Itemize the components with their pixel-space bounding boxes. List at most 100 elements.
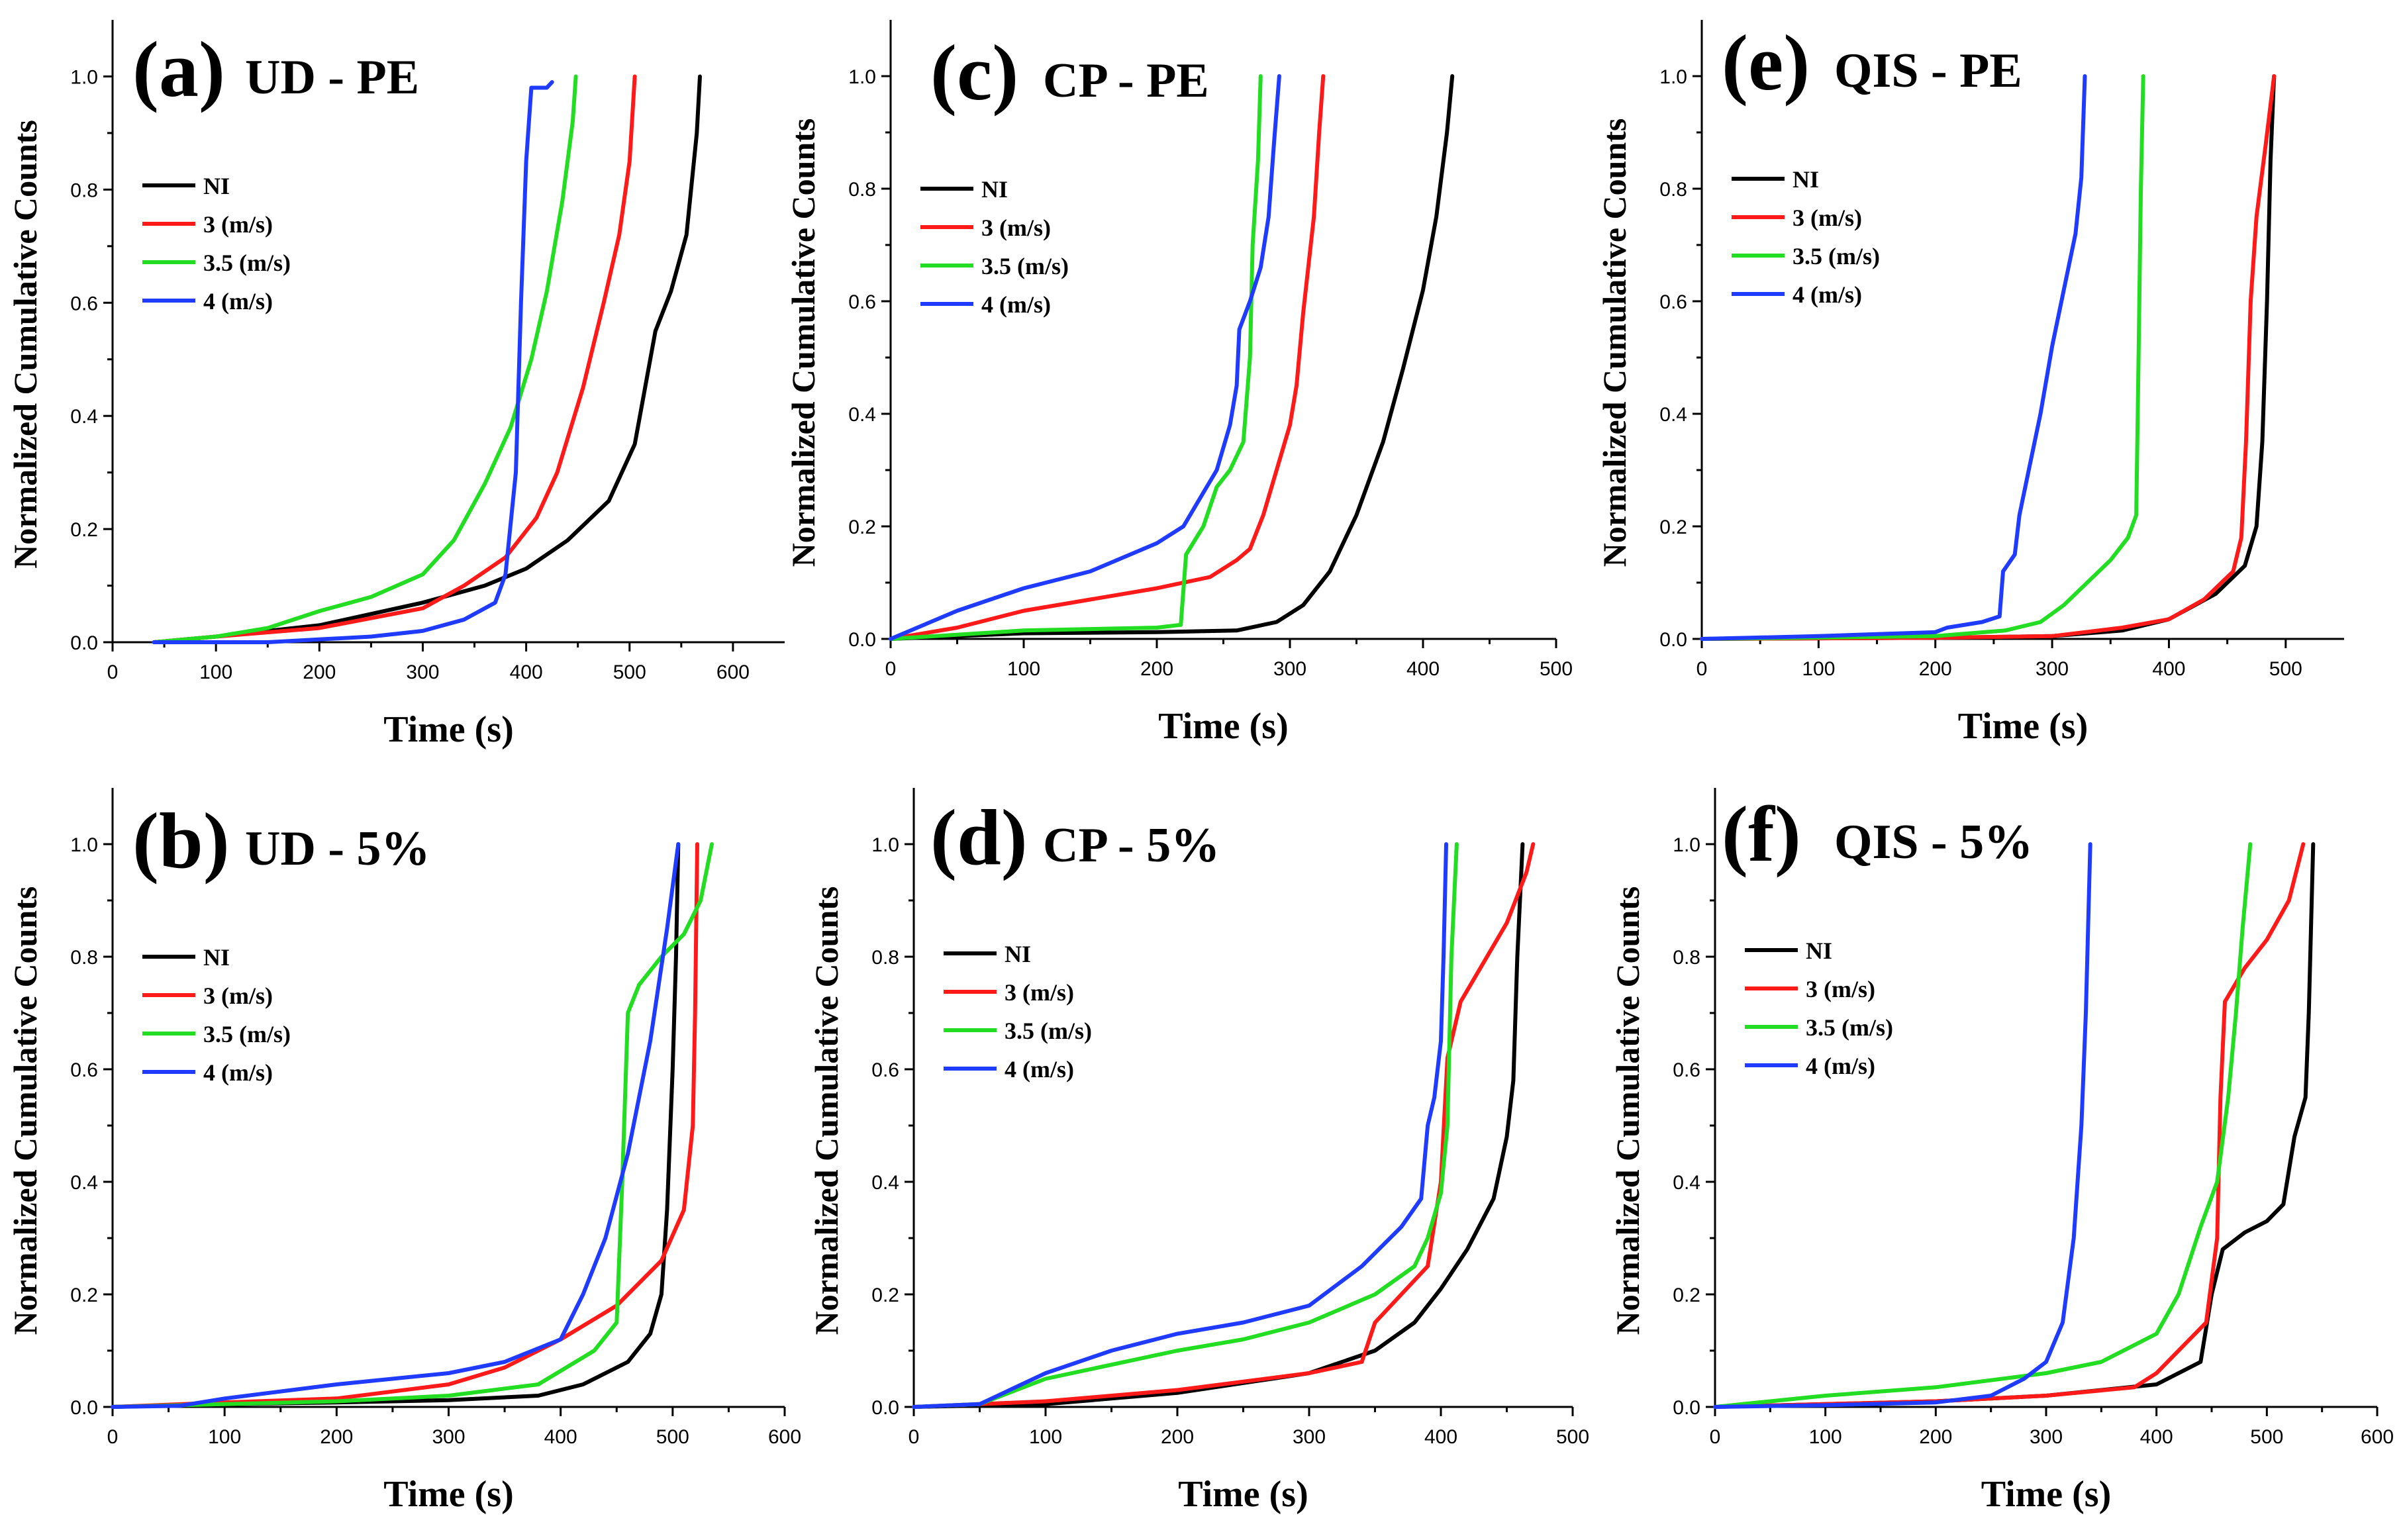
y-tick-label: 0.2 (871, 1284, 899, 1306)
y-tick-label: 0.0 (70, 632, 98, 654)
x-tick-label: 300 (1273, 658, 1306, 680)
y-tick-label: 0.2 (70, 1284, 98, 1306)
series-line-1 (152, 74, 637, 644)
y-tick-label: 0.6 (871, 1059, 899, 1081)
x-tick-label: 0 (885, 658, 897, 680)
series-line-2 (1713, 842, 2253, 1409)
series-line-1 (1700, 74, 2277, 641)
series-line-2 (1700, 74, 2145, 641)
x-tick-label: 400 (1424, 1426, 1457, 1448)
x-tick-label: 300 (432, 1426, 465, 1448)
chart-panel-0: 0 100 200 300 400 500 600 0.0 0.2 0.4 0.6 0.8 1.0 Tim… (7, 20, 785, 750)
y-tick-label: 0.0 (1659, 629, 1687, 651)
x-tick-label: 200 (1140, 658, 1173, 680)
legend-label-0: NI (203, 173, 230, 199)
y-tick-label: 0.2 (1659, 516, 1687, 538)
chart-panel-5: 0 100 200 300 400 500 600 0.0 0.2 0.4 0.6 0.8 1.0 Tim… (1609, 788, 2394, 1515)
x-tick-label: 500 (2269, 658, 2302, 680)
legend-label-1: 3 (m/s) (1793, 205, 1862, 231)
x-tick-label: 0 (107, 661, 119, 683)
y-tick-label: 0.0 (1673, 1397, 1700, 1419)
legend-label-0: NI (1793, 166, 1819, 193)
x-tick-label: 0 (1710, 1426, 1721, 1448)
chart-panel-3: 0 100 200 300 400 500 0.0 0.2 0.4 0.6 0.8 1.0 Time (… (808, 788, 1589, 1515)
x-tick-label: 100 (199, 661, 232, 683)
x-axis-title: Time (s) (383, 1474, 514, 1515)
x-tick-label: 500 (1556, 1426, 1589, 1448)
series-line-0 (111, 842, 681, 1409)
y-tick-label: 0.4 (848, 404, 876, 426)
legend-label-0: NI (981, 176, 1008, 203)
x-tick-label: 400 (1406, 658, 1440, 680)
legend-label-2: 3.5 (m/s) (1793, 243, 1880, 269)
y-tick-label: 0.4 (70, 1172, 98, 1194)
legend-label-0: NI (1005, 941, 1031, 967)
x-tick-label: 600 (716, 661, 750, 683)
series-line-0 (912, 842, 1525, 1409)
legend-label-3: 4 (m/s) (1005, 1056, 1074, 1083)
x-tick-label: 400 (2152, 658, 2185, 680)
y-tick-label: 1.0 (1673, 834, 1700, 856)
legend-label-3: 4 (m/s) (203, 1059, 273, 1086)
y-tick-label: 0.4 (1673, 1172, 1700, 1194)
y-tick-label: 0.8 (1659, 179, 1687, 201)
y-tick-label: 0.4 (1659, 404, 1687, 426)
y-tick-label: 1.0 (871, 834, 899, 856)
x-tick-label: 300 (2030, 1426, 2063, 1448)
legend-label-3: 4 (m/s) (981, 291, 1051, 318)
legend-label-2: 3.5 (m/s) (203, 250, 291, 276)
legend-label-1: 3 (m/s) (203, 211, 273, 238)
y-tick-label: 0.8 (70, 179, 98, 201)
x-tick-label: 100 (208, 1426, 241, 1448)
legend-label-1: 3 (m/s) (1005, 979, 1074, 1006)
x-tick-label: 200 (1919, 1426, 1952, 1448)
legend-label-3: 4 (m/s) (1793, 281, 1862, 308)
x-tick-label: 200 (320, 1426, 353, 1448)
series-line-2 (912, 842, 1459, 1409)
x-axis-title: Time (s) (1178, 1474, 1308, 1515)
legend-label-2: 3.5 (m/s) (981, 253, 1069, 279)
series-line-1 (889, 74, 1326, 641)
legend-label-2: 3.5 (m/s) (203, 1021, 291, 1047)
series-line-2 (111, 842, 714, 1409)
x-axis-title: Time (s) (1158, 706, 1289, 747)
x-axis-title: Time (s) (1958, 706, 2088, 747)
panel-title: QIS - 5% (1834, 815, 2033, 869)
x-tick-label: 100 (1007, 658, 1040, 680)
series-line-1 (912, 842, 1536, 1409)
series-line-3 (889, 74, 1281, 641)
x-tick-label: 200 (303, 661, 336, 683)
series-line-3 (111, 842, 681, 1409)
y-axis-title: Normalized Cumulative Counts (7, 887, 44, 1335)
y-tick-label: 0.6 (1673, 1059, 1700, 1081)
x-tick-label: 500 (1540, 658, 1573, 680)
panel-letter: (c) (930, 28, 1018, 117)
legend-label-1: 3 (m/s) (981, 215, 1051, 241)
y-tick-label: 0.6 (70, 293, 98, 314)
series-line-1 (1713, 842, 2306, 1409)
y-tick-label: 0.0 (848, 629, 876, 651)
panel-title: CP - 5% (1043, 818, 1220, 873)
panel-title: UD - PE (245, 50, 419, 105)
y-tick-label: 1.0 (70, 66, 98, 88)
x-tick-label: 200 (1161, 1426, 1194, 1448)
y-tick-label: 0.2 (1673, 1284, 1700, 1306)
x-tick-label: 500 (2250, 1426, 2283, 1448)
y-axis-title: Normalized Cumulative Counts (1609, 887, 1646, 1335)
y-tick-label: 0.8 (70, 947, 98, 969)
series-line-2 (889, 74, 1263, 641)
legend-label-2: 3.5 (m/s) (1806, 1014, 1893, 1041)
x-axis-title: Time (s) (383, 709, 514, 750)
x-tick-label: 500 (613, 661, 646, 683)
series-line-3 (912, 842, 1448, 1409)
x-tick-label: 0 (909, 1426, 920, 1448)
y-tick-label: 0.6 (70, 1059, 98, 1081)
x-axis-title: Time (s) (1981, 1474, 2112, 1515)
x-tick-label: 100 (1802, 658, 1835, 680)
legend-label-2: 3.5 (m/s) (1005, 1018, 1092, 1044)
series-line-3 (152, 80, 554, 644)
y-tick-label: 0.4 (70, 406, 98, 428)
x-tick-label: 400 (544, 1426, 577, 1448)
x-tick-label: 0 (1696, 658, 1708, 680)
x-tick-label: 300 (406, 661, 439, 683)
